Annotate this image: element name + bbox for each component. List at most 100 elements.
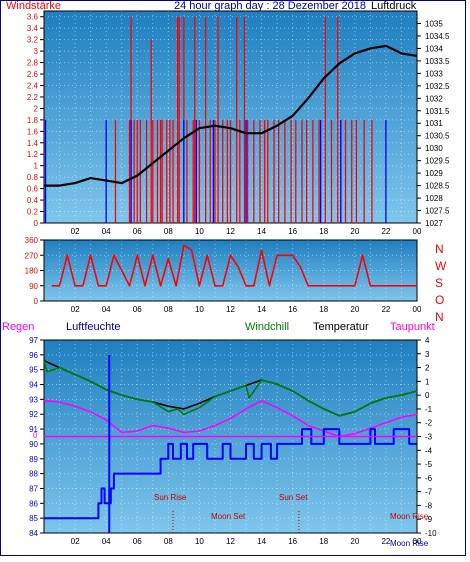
x-tick-label: 08 <box>164 537 173 546</box>
right-tick-label: 1031 <box>425 119 443 128</box>
wind-speed-label: Windstärke <box>6 0 61 12</box>
x-tick-label: 00 <box>413 227 422 236</box>
x-tick-label: 10 <box>195 305 204 314</box>
left-tick-label: 84 <box>29 529 38 538</box>
x-tick-label: 18 <box>319 537 328 546</box>
right-tick-label: -7 <box>425 488 433 497</box>
right-tick-label: 1034.5 <box>425 32 450 41</box>
left-tick-label: 0.4 <box>27 196 39 205</box>
left-tick-label: 2.4 <box>27 81 39 90</box>
x-tick-label: 06 <box>133 227 142 236</box>
left-tick-label: 96 <box>29 351 38 360</box>
left-tick-label: 95 <box>29 366 38 375</box>
right-tick-label: 1029.5 <box>425 157 450 166</box>
dewpoint-label: Taupunkt <box>390 321 435 333</box>
left-tick-label: 0.8 <box>27 173 39 182</box>
left-tick-label: 1.2 <box>27 150 39 159</box>
dir-label-n-bottom: N <box>435 310 444 324</box>
right-tick-label: -5 <box>425 460 433 469</box>
dir-label-w: W <box>435 259 447 273</box>
right-tick-label: 4 <box>425 336 430 345</box>
right-tick-label: 1033 <box>425 69 443 78</box>
right-tick-label: 3 <box>425 350 430 359</box>
x-tick-label: 04 <box>102 537 111 546</box>
x-tick-label: 02 <box>71 227 80 236</box>
dir-label-s: S <box>435 276 443 290</box>
left-tick-label: 92 <box>29 410 38 419</box>
sun-rise-label: Sun Rise <box>154 493 187 502</box>
right-tick-label: 1028 <box>425 194 443 203</box>
x-tick-label: 10 <box>195 537 204 546</box>
left-tick-label: 270 <box>25 251 39 260</box>
left-tick-label: 1.8 <box>27 116 39 125</box>
left-tick-label: 360 <box>25 236 39 245</box>
x-tick-label: 16 <box>288 227 297 236</box>
x-tick-label: 02 <box>71 305 80 314</box>
sun-set-label: Sun Set <box>279 493 308 502</box>
right-tick-label: 1029 <box>425 169 443 178</box>
x-tick-label: 02 <box>71 537 80 546</box>
x-tick-label: 22 <box>381 537 390 546</box>
right-tick-label: 1034 <box>425 44 443 53</box>
right-tick-label: 1035 <box>425 19 443 28</box>
x-tick-label: 14 <box>257 537 266 546</box>
left-tick-label: 180 <box>25 267 39 276</box>
x-tick-label: 14 <box>257 227 266 236</box>
x-tick-label: 20 <box>350 227 359 236</box>
x-tick-label: 08 <box>164 227 173 236</box>
left-tick-label: 85 <box>29 514 38 523</box>
moon-set-label: Moon Set <box>211 512 246 521</box>
dewpoint-line <box>43 399 418 438</box>
moon-rise-label-a: Moon Rise <box>390 512 429 521</box>
rain-label: Regen <box>2 321 34 333</box>
left-tick-label: 3.2 <box>27 36 39 45</box>
left-tick-label: 3 <box>34 47 39 56</box>
x-tick-label: 16 <box>288 537 297 546</box>
dir-label-n-top: N <box>435 242 444 256</box>
left-tick-label: 87 <box>29 484 38 493</box>
left-tick-label: 2.2 <box>27 93 39 102</box>
right-tick-label: -1 <box>425 405 433 414</box>
left-tick-label: 97 <box>29 336 38 345</box>
right-tick-label: 1030.5 <box>425 132 450 141</box>
right-tick-label: 2 <box>425 364 430 373</box>
x-tick-label: 14 <box>257 305 266 314</box>
right-tick-label: -9 <box>425 515 433 524</box>
rain-zero-label: 0 <box>33 431 38 440</box>
left-tick-label: 1 <box>34 162 39 171</box>
left-tick-label: 2.8 <box>27 59 39 68</box>
left-tick-label: 0 <box>34 219 39 228</box>
left-tick-label: 0.2 <box>27 208 39 217</box>
left-tick-label: 90 <box>29 440 38 449</box>
right-tick-label: 1027 <box>425 219 443 228</box>
wind-direction-plot-area <box>44 240 417 301</box>
left-tick-label: 89 <box>29 455 38 464</box>
right-tick-label: 1 <box>425 377 430 386</box>
left-tick-label: 94 <box>29 381 38 390</box>
right-tick-label: 1032.5 <box>425 82 450 91</box>
left-tick-label: 3.6 <box>27 13 39 22</box>
left-tick-label: 90 <box>29 282 38 291</box>
x-tick-label: 18 <box>319 305 328 314</box>
pressure-line <box>44 44 418 187</box>
left-tick-label: 0 <box>34 297 39 306</box>
humidity-label: Luftfeuchte <box>66 321 120 333</box>
right-tick-label: 1028.5 <box>425 182 450 191</box>
right-tick-label: 1030 <box>425 144 443 153</box>
x-tick-label: 12 <box>226 537 235 546</box>
x-tick-label: 00 <box>413 305 422 314</box>
pressure-label: Luftdruck <box>371 0 417 12</box>
left-tick-label: 86 <box>29 499 38 508</box>
right-tick-label: -2 <box>425 419 433 428</box>
x-tick-label: 20 <box>350 305 359 314</box>
x-tick-label: 12 <box>226 305 235 314</box>
right-tick-label: 0 <box>425 391 430 400</box>
x-tick-label: 04 <box>102 305 111 314</box>
dir-label-o: O <box>435 293 444 307</box>
windchill-label: Windchill <box>245 321 289 333</box>
x-tick-label: 06 <box>133 305 142 314</box>
left-tick-label: 88 <box>29 470 38 479</box>
right-tick-label: -6 <box>425 474 433 483</box>
left-tick-label: 1.4 <box>27 139 39 148</box>
